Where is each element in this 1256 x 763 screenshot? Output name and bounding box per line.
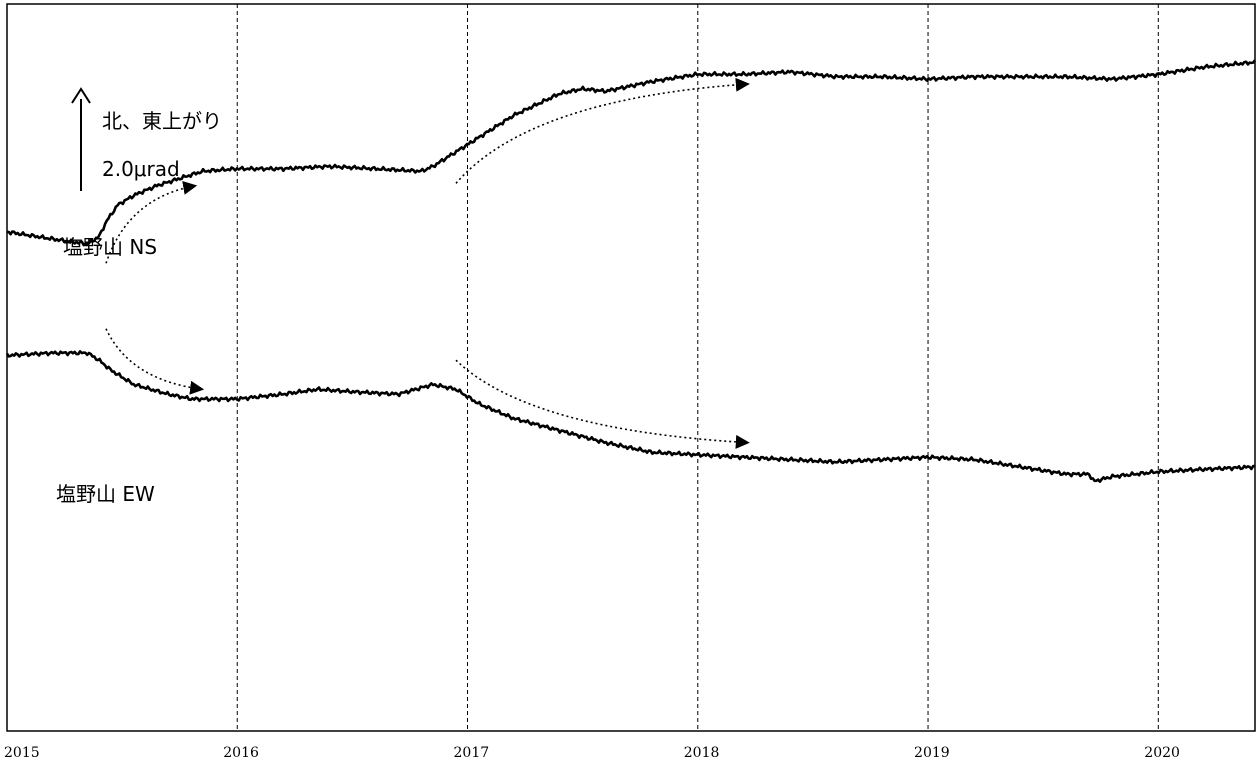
scale-direction-label: 北、東上がり (102, 109, 222, 133)
series-line-ew (5, 350, 1256, 483)
x-tick-label: 2020 (1144, 745, 1180, 761)
series-label-ew: 塩野山 EW (56, 482, 155, 506)
scale-value-label: 2.0μrad (102, 157, 180, 181)
series-line-ns (6, 59, 1256, 247)
series-layer (5, 59, 1256, 483)
up-arrow-icon (71, 87, 91, 104)
annotation-layer (105, 77, 750, 449)
x-tick-label: 2017 (454, 745, 490, 761)
trend-arrow (105, 181, 198, 264)
x-gridlines (236, 4, 1159, 731)
x-tick-label: 2016 (223, 745, 259, 761)
trend-arrow (455, 77, 750, 184)
series-label-ns: 塩野山 NS (63, 235, 157, 259)
x-tick-label: 2015 (4, 745, 40, 761)
trend-arrow (105, 328, 205, 395)
scale-bar: 北、東上がり 2.0μrad (71, 87, 222, 191)
x-tick-labels: 2015 2016 2017 2018 2019 2020 (4, 745, 1180, 761)
trend-arrow (455, 359, 750, 449)
x-tick-label: 2019 (914, 745, 950, 761)
plot-frame (6, 3, 1256, 732)
x-tick-label: 2018 (684, 745, 720, 761)
